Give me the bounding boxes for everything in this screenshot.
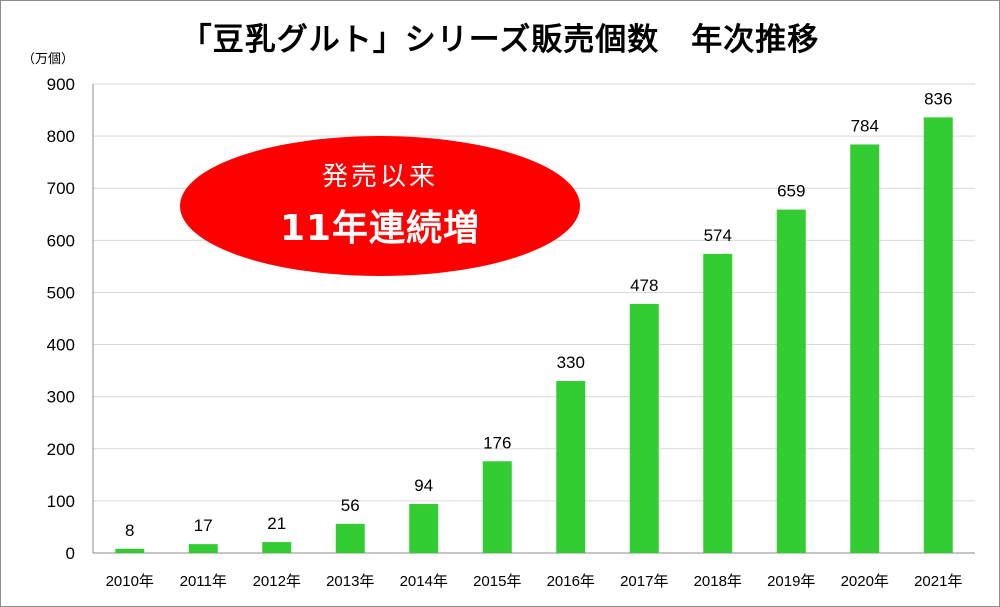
y-tick-label: 700 — [47, 179, 75, 198]
y-tick-label: 400 — [47, 336, 75, 355]
y-tick-label: 600 — [47, 231, 75, 250]
data-label: 8 — [125, 521, 134, 540]
y-tick-label: 300 — [47, 388, 75, 407]
data-label: 330 — [557, 353, 585, 372]
bar — [262, 542, 292, 553]
y-tick-label: 100 — [47, 492, 75, 511]
x-tick-label: 2019年 — [767, 573, 815, 590]
y-tick-label: 900 — [47, 75, 75, 94]
bar — [115, 548, 145, 553]
x-tick-label: 2021年 — [914, 573, 962, 590]
annotation-line-2: 11年連続増 — [279, 208, 481, 249]
bar — [482, 461, 512, 553]
x-tick-label: 2018年 — [694, 573, 742, 590]
x-tick-label: 2011年 — [180, 573, 227, 590]
x-tick-label: 2017年 — [620, 573, 668, 590]
bar — [335, 523, 365, 553]
bar — [409, 504, 439, 553]
data-label: 176 — [483, 433, 511, 452]
data-label: 784 — [851, 116, 879, 135]
x-tick-label: 2013年 — [326, 573, 374, 590]
bar — [703, 253, 733, 554]
y-tick-label: 800 — [47, 127, 75, 146]
data-label: 21 — [267, 514, 286, 533]
y-tick-label: 200 — [47, 440, 75, 459]
bar — [850, 144, 880, 553]
data-label: 56 — [341, 496, 360, 515]
y-axis-unit-label: （万個） — [22, 52, 75, 67]
y-tick-label: 0 — [66, 544, 75, 563]
bar — [776, 209, 806, 554]
x-tick-label: 2010年 — [106, 573, 154, 590]
data-label: 478 — [630, 276, 658, 295]
data-label: 17 — [194, 516, 213, 535]
x-tick-label: 2015年 — [473, 573, 521, 590]
annotation-badge: 発売以来 11年連続増 — [180, 136, 580, 276]
annotation-line-1: 発売以来 — [321, 162, 438, 192]
x-tick-label: 2016年 — [547, 573, 595, 590]
data-label: 574 — [704, 226, 732, 245]
data-label: 659 — [777, 182, 805, 201]
bar — [556, 381, 586, 553]
bar — [188, 544, 218, 553]
y-tick-label: 500 — [47, 283, 75, 302]
bar — [923, 117, 953, 554]
x-tick-label: 2012年 — [253, 573, 301, 590]
data-label: 94 — [414, 476, 433, 495]
data-label: 836 — [924, 89, 952, 108]
bar — [629, 303, 659, 553]
x-tick-label: 2020年 — [841, 573, 889, 590]
x-tick-label: 2014年 — [400, 573, 448, 590]
chart-title: 「豆乳グルト」シリーズ販売個数 年次推移 — [180, 22, 820, 58]
